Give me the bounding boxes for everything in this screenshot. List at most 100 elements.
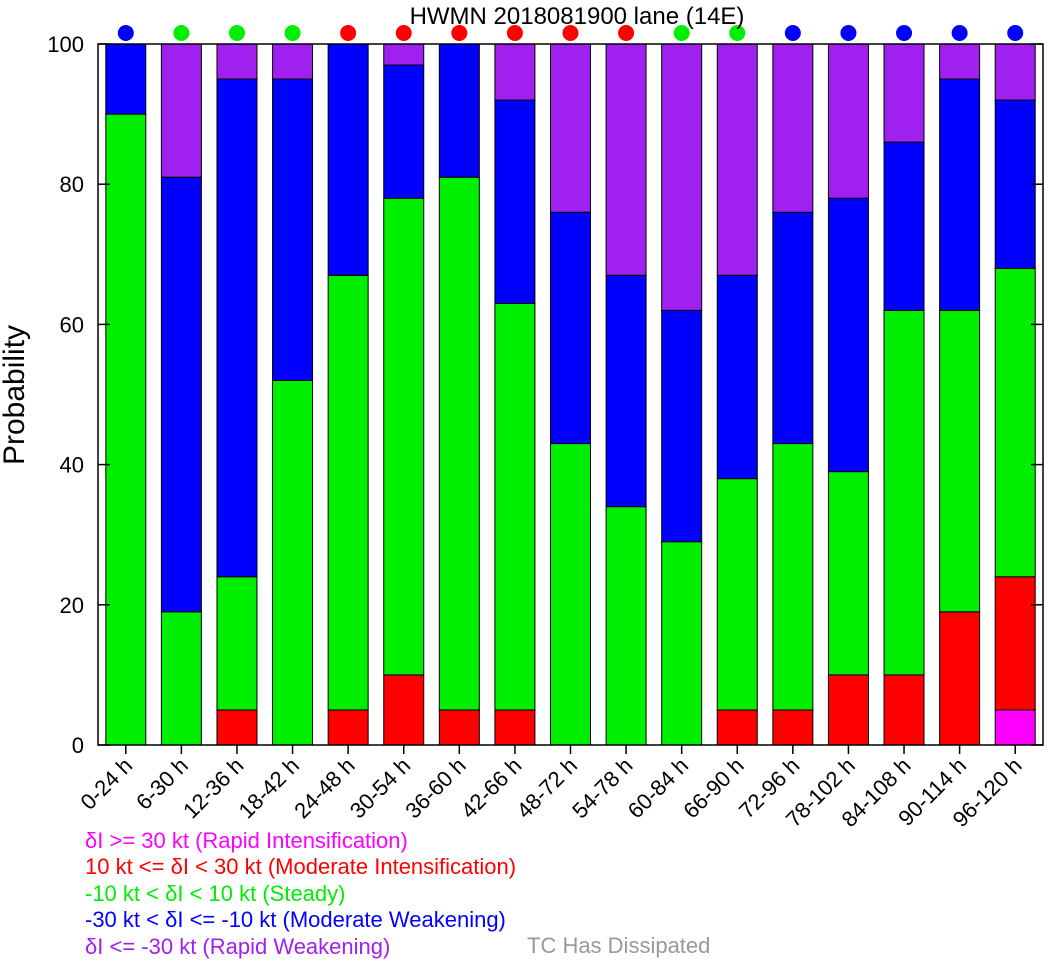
- bar-segment: [883, 43, 925, 143]
- x-tick-label: 48-72 h: [512, 753, 582, 823]
- bar-segment: [883, 674, 925, 746]
- x-tick-label: 66-90 h: [678, 753, 748, 823]
- bar-segment: [994, 99, 1036, 269]
- bar-segment: [494, 709, 536, 746]
- bar-segment: [494, 302, 536, 711]
- bar-segment: [827, 197, 869, 473]
- bar-segment: [716, 709, 758, 746]
- bar-segment: [939, 43, 981, 80]
- status-marker-blue: [840, 25, 857, 41]
- status-marker-red: [562, 25, 579, 41]
- bar-segment: [438, 43, 480, 178]
- x-tick-label: 60-84 h: [623, 753, 693, 823]
- status-marker-red: [618, 25, 635, 41]
- bar-segment: [716, 478, 758, 711]
- bar-segment: [272, 379, 314, 746]
- bar-segment: [327, 43, 369, 276]
- bar-segment: [939, 611, 981, 746]
- bar-segment: [605, 43, 647, 276]
- bar-segment: [383, 64, 425, 199]
- bar-segment: [160, 611, 202, 746]
- bar-segment: [994, 709, 1036, 746]
- bar-segment: [827, 43, 869, 199]
- x-tick-label: 42-66 h: [456, 753, 526, 823]
- y-tick-label: 0: [72, 733, 84, 758]
- bar-segment: [327, 709, 369, 746]
- bar-segment: [160, 43, 202, 178]
- bar-segment: [605, 506, 647, 746]
- bar-segment: [105, 113, 147, 746]
- chart-title: HWMN 2018081900 lane (14E): [410, 3, 745, 30]
- legend-entry-rapid-intensification: δI >= 30 kt (Rapid Intensification): [85, 828, 408, 853]
- bar-segment: [661, 43, 703, 311]
- y-tick-label: 100: [47, 32, 84, 57]
- x-tick-label: 0-24 h: [76, 753, 138, 815]
- status-marker-red: [506, 25, 523, 41]
- dissipated-label: TC Has Dissipated: [527, 933, 711, 958]
- bar-segment: [383, 197, 425, 676]
- status-marker-green: [173, 25, 190, 41]
- legend-entry-moderate-weakening: -30 kt < δI <= -10 kt (Moderate Weakenin…: [85, 907, 506, 933]
- bar-segment: [772, 443, 814, 711]
- status-marker-blue: [1007, 25, 1024, 41]
- y-tick-label: 60: [60, 312, 84, 337]
- bar-segment: [661, 541, 703, 746]
- bar-segment: [105, 43, 147, 115]
- bar-segment: [939, 78, 981, 311]
- status-marker-green: [729, 25, 746, 41]
- bar-segment: [272, 43, 314, 80]
- bar-segment: [827, 471, 869, 676]
- bar-segment: [272, 78, 314, 381]
- status-marker-blue: [896, 25, 913, 41]
- x-tick-label: 24-48 h: [289, 753, 359, 823]
- legend: δI >= 30 kt (Rapid Intensification) 10 k…: [85, 828, 516, 960]
- bar-segment: [939, 309, 981, 613]
- bar-segment: [160, 176, 202, 613]
- y-tick-label: 40: [60, 453, 84, 478]
- legend-entry-steady: -10 kt < δI < 10 kt (Steady): [85, 880, 346, 906]
- bar-segment: [550, 43, 591, 213]
- status-marker-red: [451, 25, 468, 41]
- bar-segment: [494, 43, 536, 101]
- bar-segment: [772, 709, 814, 746]
- bar-segment: [327, 274, 369, 711]
- status-marker-blue: [117, 25, 134, 41]
- bar-segment: [994, 267, 1036, 578]
- bar-segment: [550, 211, 591, 445]
- bar-segment: [216, 709, 258, 746]
- status-marker-green: [673, 25, 690, 41]
- legend-entry-moderate-intensification: 10 kt <= δI < 30 kt (Moderate Intensific…: [85, 854, 517, 880]
- bar-segment: [994, 43, 1036, 101]
- bar-segment: [438, 176, 480, 711]
- status-marker-green: [284, 25, 301, 41]
- bar-segment: [605, 274, 647, 508]
- bar-segment: [994, 576, 1036, 711]
- bar-segment: [216, 43, 258, 80]
- y-tick-label: 80: [60, 172, 84, 197]
- bar-segment: [827, 674, 869, 746]
- bar-segment: [438, 709, 480, 746]
- status-marker-blue: [951, 25, 968, 41]
- bar-segment: [494, 99, 536, 304]
- bar-segment: [661, 309, 703, 543]
- bar-segment: [716, 274, 758, 480]
- bar-segment: [216, 78, 258, 578]
- x-tick-label: 30-54 h: [345, 753, 415, 823]
- bar-segment: [716, 43, 758, 276]
- bar-segment: [772, 43, 814, 213]
- bar-segment: [383, 674, 425, 746]
- bar-segment: [883, 141, 925, 311]
- status-marker-blue: [784, 25, 801, 41]
- y-axis-label: Probability: [0, 325, 31, 465]
- status-marker-red: [340, 25, 357, 41]
- bar-segment: [772, 211, 814, 445]
- y-tick-label: 20: [60, 593, 84, 618]
- x-tick-label: 12-36 h: [178, 753, 248, 823]
- x-tick-label: 18-42 h: [234, 753, 304, 823]
- legend-entry-rapid-weakening: δI <= -30 kt (Rapid Weakening): [85, 933, 391, 959]
- bar-segment: [216, 576, 258, 711]
- bar-segment: [383, 43, 425, 66]
- x-tick-label: 54-78 h: [567, 753, 637, 823]
- status-marker-red: [395, 25, 412, 41]
